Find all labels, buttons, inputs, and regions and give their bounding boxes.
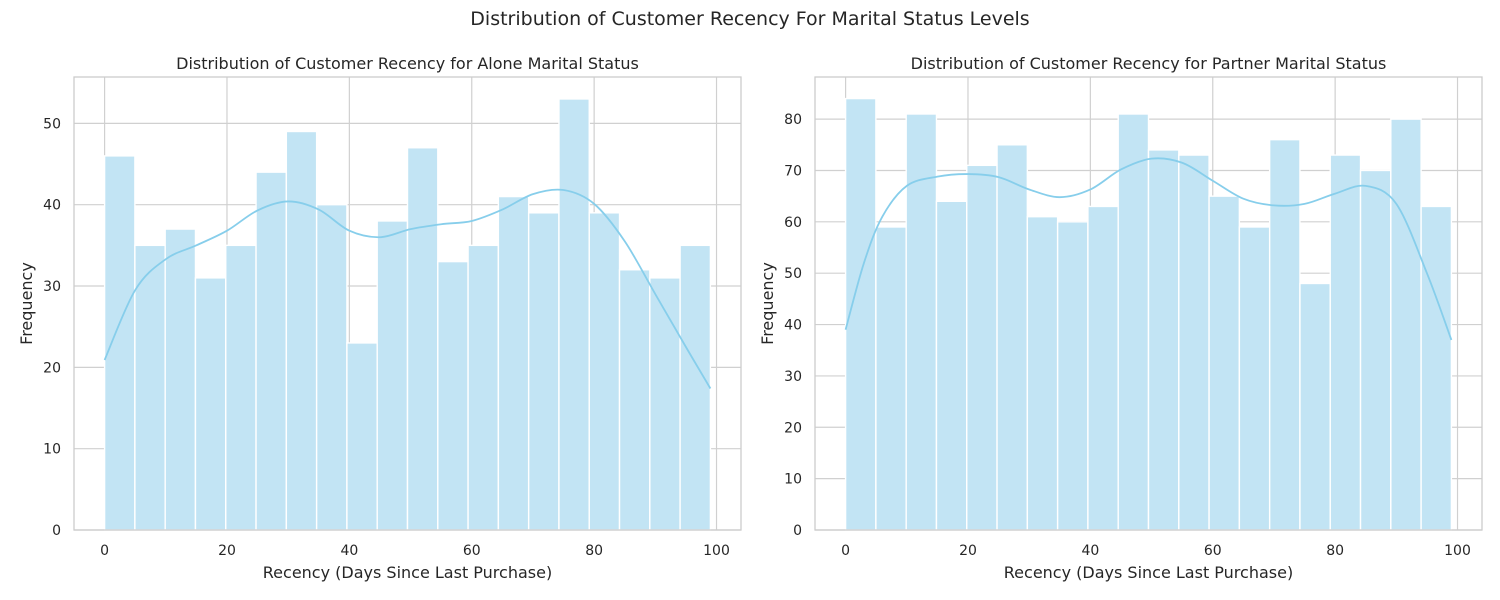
histogram-bar bbox=[527, 212, 560, 531]
histogram-bar bbox=[1390, 118, 1422, 531]
histogram-bar bbox=[935, 200, 968, 531]
x-tick-label: 100 bbox=[1444, 543, 1471, 559]
histogram-bar bbox=[346, 342, 378, 531]
y-tick-label: 80 bbox=[784, 112, 802, 128]
histogram-bar bbox=[406, 147, 439, 531]
chart-title: Distribution of Customer Recency for Alo… bbox=[176, 54, 639, 73]
y-axis-label: Frequency bbox=[758, 262, 777, 345]
y-tick-label: 0 bbox=[52, 523, 61, 539]
histogram-bar bbox=[1208, 195, 1241, 531]
histogram-bar bbox=[1359, 169, 1392, 531]
histogram-bar bbox=[225, 244, 257, 531]
histogram-bar bbox=[103, 155, 136, 531]
histogram-bar bbox=[588, 212, 621, 531]
y-tick-label: 30 bbox=[43, 279, 61, 295]
histogram-bar bbox=[875, 226, 907, 531]
histogram-bar bbox=[966, 164, 998, 531]
histogram-bar bbox=[1299, 282, 1331, 531]
x-tick-label: 80 bbox=[585, 543, 603, 559]
x-tick-label: 60 bbox=[1204, 543, 1222, 559]
histogram-bar bbox=[1026, 216, 1059, 531]
histogram-bar bbox=[164, 228, 197, 531]
y-tick-label: 40 bbox=[43, 198, 61, 214]
x-tick-label: 20 bbox=[218, 543, 236, 559]
histogram-bar bbox=[679, 244, 712, 531]
y-tick-label: 50 bbox=[784, 266, 802, 282]
x-axis-label: Recency (Days Since Last Purchase) bbox=[263, 563, 552, 582]
kde-curve bbox=[844, 157, 1453, 341]
x-axis-label: Recency (Days Since Last Purchase) bbox=[1004, 563, 1293, 582]
y-tick-label: 50 bbox=[43, 116, 61, 132]
y-tick-label: 10 bbox=[43, 442, 61, 458]
y-tick-label: 30 bbox=[784, 369, 802, 385]
histogram-bar bbox=[649, 277, 681, 531]
figure-title: Distribution of Customer Recency For Mar… bbox=[470, 8, 1030, 30]
histogram-bar bbox=[905, 113, 938, 531]
y-tick-label: 20 bbox=[43, 360, 61, 376]
histogram-bar bbox=[618, 269, 651, 531]
histogram-bar bbox=[467, 244, 500, 531]
histogram-bar bbox=[1147, 149, 1180, 531]
histogram-bar bbox=[1056, 221, 1089, 531]
histogram-bar bbox=[497, 195, 530, 531]
histogram-bar bbox=[1087, 205, 1119, 531]
chart-title: Distribution of Customer Recency for Par… bbox=[911, 54, 1387, 73]
histogram-bar bbox=[285, 130, 318, 531]
kde-curve bbox=[103, 188, 712, 389]
x-tick-label: 20 bbox=[959, 543, 977, 559]
histogram-bar bbox=[1238, 226, 1271, 531]
y-axis-label: Frequency bbox=[17, 262, 36, 345]
histogram-bar bbox=[1420, 205, 1453, 531]
x-tick-label: 40 bbox=[1081, 543, 1099, 559]
histogram-bar bbox=[558, 98, 590, 531]
y-tick-label: 70 bbox=[784, 163, 802, 179]
y-tick-label: 40 bbox=[784, 318, 802, 334]
histogram-bar bbox=[1178, 154, 1210, 531]
axes-frame bbox=[814, 76, 1483, 531]
x-tick-label: 60 bbox=[463, 543, 481, 559]
x-tick-label: 40 bbox=[340, 543, 358, 559]
y-tick-label: 60 bbox=[784, 215, 802, 231]
x-tick-label: 80 bbox=[1326, 543, 1344, 559]
x-tick-label: 0 bbox=[841, 543, 850, 559]
y-tick-label: 0 bbox=[793, 523, 802, 539]
x-tick-label: 0 bbox=[100, 543, 109, 559]
y-tick-label: 10 bbox=[784, 472, 802, 488]
histogram-bar bbox=[1329, 154, 1362, 531]
histogram-bar bbox=[1117, 113, 1150, 531]
axes-frame bbox=[73, 76, 742, 531]
histogram-bar bbox=[1268, 138, 1301, 531]
histogram-bar bbox=[996, 144, 1029, 531]
y-tick-label: 20 bbox=[784, 420, 802, 436]
x-tick-label: 100 bbox=[703, 543, 730, 559]
